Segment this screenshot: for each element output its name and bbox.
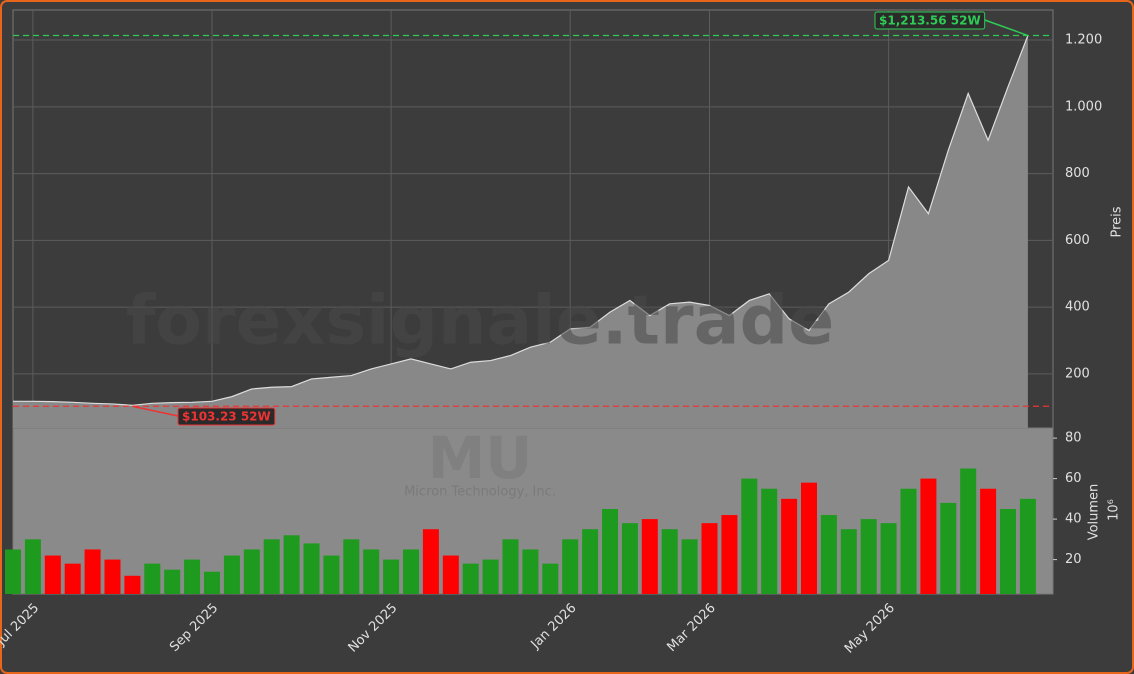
volume-bar (641, 519, 658, 594)
price-area (13, 35, 1028, 429)
volume-bar (940, 502, 957, 594)
volume-bar (542, 563, 559, 594)
volume-bar (283, 535, 300, 594)
volume-bar (164, 569, 181, 594)
volume-bar (24, 539, 41, 594)
annotation-arrow (984, 19, 1029, 37)
annotation: $103.23 52W (182, 410, 271, 424)
volume-bar (701, 523, 718, 594)
volume-bar (522, 549, 539, 594)
price-line (13, 35, 1029, 406)
volume-bar (403, 549, 419, 594)
volume-bar (204, 571, 220, 594)
volume-bar (84, 549, 101, 594)
volume-bar (303, 543, 320, 594)
volume-bar (343, 539, 360, 594)
volume-bar (980, 488, 997, 594)
y-tick-label: 60 (1065, 471, 1082, 486)
volume-bar (1000, 508, 1016, 594)
y-tick-label: 600 (1065, 233, 1090, 248)
volume-bar (880, 523, 897, 594)
volume-bar (900, 488, 917, 594)
volume-bar (960, 468, 977, 594)
y-tick-label: 20 (1065, 552, 1082, 567)
volume-bar (243, 549, 260, 594)
volume-bar (323, 555, 340, 594)
watermark: forexsignale.trade (126, 282, 835, 361)
volume-bar (422, 529, 439, 594)
volume-bar (582, 529, 599, 594)
volume-bar (820, 515, 837, 594)
y-tick-label: 800 (1065, 166, 1090, 181)
volume-bar (263, 539, 280, 594)
volume-bar (801, 482, 817, 594)
annotation-arrow (132, 405, 179, 417)
volume-bar (462, 563, 479, 594)
y-tick-label: 1.000 (1065, 99, 1102, 114)
volume-bar (781, 498, 798, 594)
volume-bar (144, 563, 161, 594)
volume-bar (741, 478, 758, 594)
volume-bar (363, 549, 380, 594)
volume-bar (5, 549, 21, 594)
price-axis-label: Preis (1110, 206, 1125, 237)
volume-bar (860, 519, 877, 594)
volume-bar (602, 508, 618, 594)
volume-bar (482, 559, 499, 594)
volume-bar (502, 539, 519, 594)
volume-bar (184, 559, 201, 594)
volume-bar (661, 529, 678, 594)
y-tick-label: 80 (1065, 431, 1082, 446)
volume-bar (761, 488, 778, 594)
volume-bar (920, 478, 937, 594)
volume-bar (104, 559, 121, 594)
company-watermark: Micron Technology, Inc. (404, 485, 556, 500)
volume-bar (124, 575, 141, 594)
annotation-box (177, 407, 276, 426)
symbol-watermark: MU (428, 424, 533, 492)
volume-bar (1019, 498, 1036, 594)
y-tick-label: 200 (1065, 366, 1090, 381)
volume-bar (223, 555, 240, 594)
volume-unit: 10⁶ (1107, 499, 1122, 521)
volume-bar (621, 523, 638, 594)
y-tick-label: 1.200 (1065, 33, 1102, 48)
volume-bar (64, 563, 81, 594)
y-tick-label: 40 (1065, 512, 1082, 527)
volume-bar (383, 559, 400, 594)
annotation: $1,213.56 52W (879, 14, 981, 28)
volume-axis-label: Volumen (1087, 484, 1102, 541)
volume-bar (442, 555, 459, 594)
volume-bar (681, 539, 698, 594)
volume-bar (721, 515, 738, 594)
volume-bar (44, 555, 61, 594)
volume-bar (840, 529, 857, 594)
volume-bar (562, 539, 579, 594)
y-tick-label: 400 (1065, 300, 1090, 315)
